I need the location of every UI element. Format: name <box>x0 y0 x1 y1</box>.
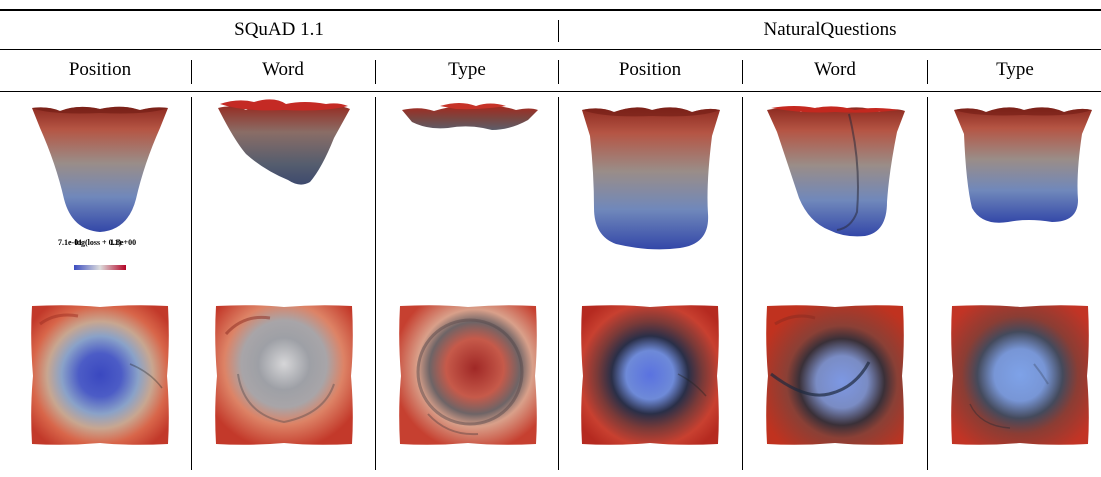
contour-nq-position <box>581 305 719 445</box>
surface-squad-word <box>218 99 350 185</box>
header-divider-3 <box>558 60 559 84</box>
column-divider-4 <box>742 97 743 470</box>
column-divider-1 <box>191 97 192 470</box>
legend-title: log(loss + 0.1) <box>74 238 122 247</box>
group-header-nq: NaturalQuestions <box>763 19 897 40</box>
column-divider-5 <box>927 97 928 470</box>
header-rule <box>0 49 1101 50</box>
contour-squad-position <box>31 305 169 445</box>
header-divider-4 <box>742 60 743 84</box>
column-divider-2 <box>375 97 376 470</box>
colorbar-legend: log(loss + 0.1) 7.1e-01 1.8e+00 <box>58 238 154 270</box>
top-rule <box>0 9 1101 11</box>
subheader-rule <box>0 91 1101 92</box>
column-header-nq-word: Word <box>814 59 856 80</box>
header-divider-2 <box>375 60 376 84</box>
legend-max-label: 1.8e+00 <box>110 238 137 247</box>
column-divider-3 <box>558 97 559 470</box>
column-header-squad-position: Position <box>68 59 132 80</box>
group-divider <box>558 20 559 42</box>
header-divider-1 <box>191 60 192 84</box>
surface-nq-position <box>582 107 720 250</box>
column-header-nq-type: Type <box>996 59 1034 80</box>
column-header-squad-type: Type <box>448 59 486 80</box>
surface-squad-type <box>402 103 538 130</box>
header-divider-5 <box>927 60 928 84</box>
contour-nq-word <box>766 305 904 445</box>
surface-nq-type <box>954 107 1092 223</box>
legend-tick-labels: 7.1e-01 1.8e+00 <box>58 238 154 248</box>
contour-squad-type <box>399 305 537 445</box>
column-header-nq-position: Position <box>618 59 682 80</box>
contour-nq-type <box>951 305 1089 445</box>
legend-colorbar <box>74 265 126 270</box>
legend-min-label: 7.1e-01 <box>58 238 83 247</box>
surface-nq-word <box>767 106 905 237</box>
column-header-squad-word: Word <box>262 59 304 80</box>
group-header-squad: SQuAD 1.1 <box>234 19 324 40</box>
contour-squad-word <box>215 305 353 445</box>
surface-squad-position <box>32 106 168 232</box>
